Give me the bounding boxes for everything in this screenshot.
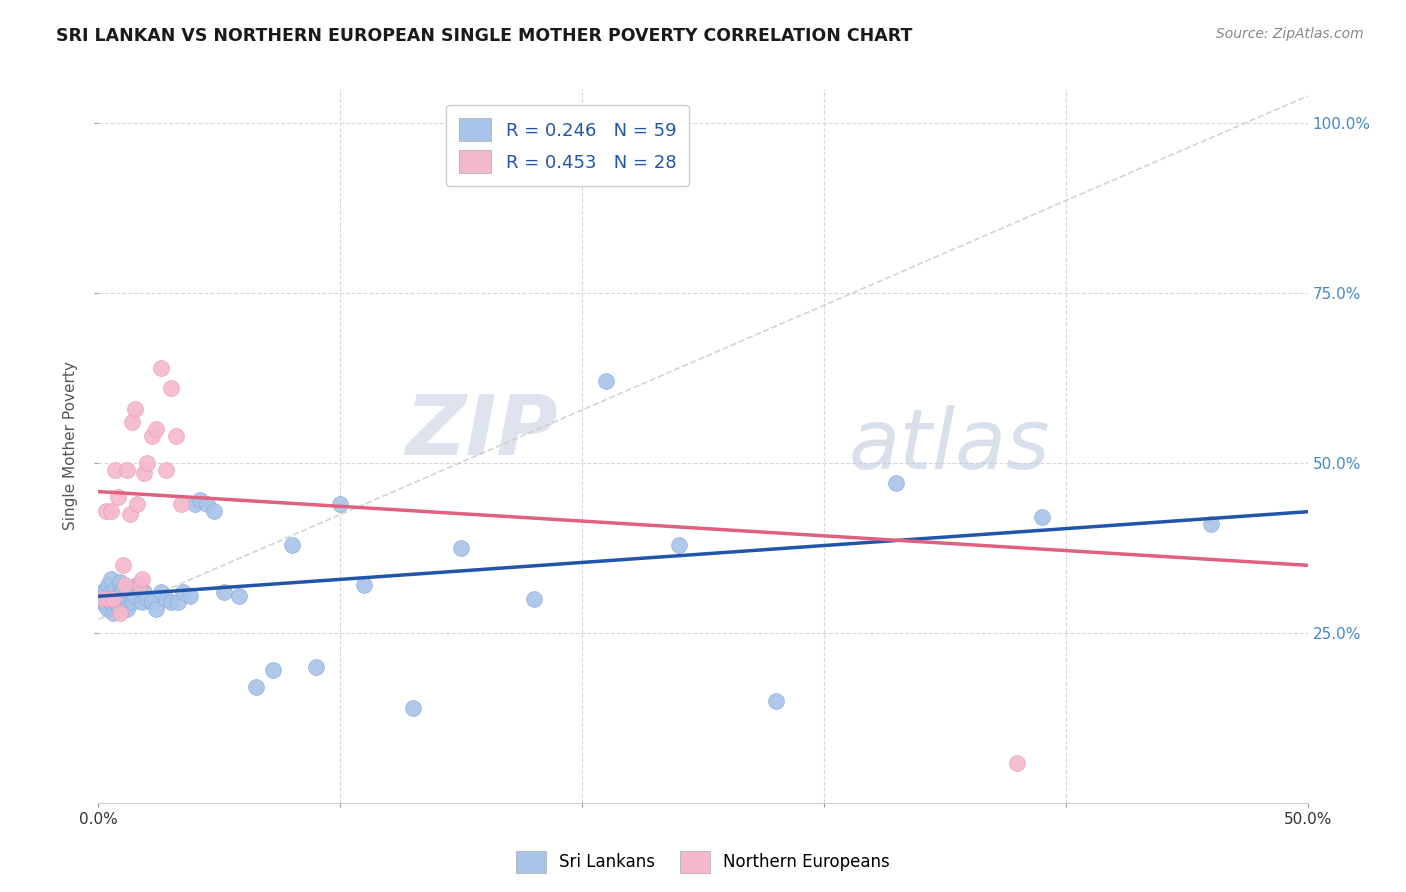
Text: atlas: atlas [848, 406, 1050, 486]
Point [124, 589, 146, 603]
Point [245, 680, 267, 694]
Point [212, 585, 235, 599]
Point [117, 463, 139, 477]
Point [90, 589, 112, 603]
Point [179, 589, 201, 603]
Point [100, 572, 122, 586]
Point [450, 541, 472, 555]
Point [117, 602, 139, 616]
Point [91, 585, 114, 599]
Point [94, 582, 117, 596]
Point [155, 463, 177, 477]
Point [118, 507, 141, 521]
Point [100, 503, 122, 517]
Point [111, 595, 134, 609]
Point [523, 591, 546, 606]
Point [104, 595, 127, 609]
Point [150, 585, 173, 599]
Point [100, 585, 122, 599]
Text: SRI LANKAN VS NORTHERN EUROPEAN SINGLE MOTHER POVERTY CORRELATION CHART: SRI LANKAN VS NORTHERN EUROPEAN SINGLE M… [56, 27, 912, 45]
Point [195, 497, 218, 511]
Point [131, 595, 153, 609]
Point [668, 537, 690, 551]
Point [91, 591, 114, 606]
Point [1199, 517, 1222, 532]
Point [111, 558, 134, 572]
Point [91, 595, 114, 609]
Point [160, 381, 183, 395]
Point [114, 591, 136, 606]
Point [127, 578, 149, 592]
Point [94, 599, 117, 613]
Point [305, 660, 328, 674]
Point [127, 497, 149, 511]
Text: Source: ZipAtlas.com: Source: ZipAtlas.com [1216, 27, 1364, 41]
Y-axis label: Single Mother Poverty: Single Mother Poverty [63, 361, 79, 531]
Point [134, 585, 156, 599]
Point [107, 589, 129, 603]
Point [121, 415, 143, 429]
Point [107, 599, 129, 613]
Point [94, 503, 117, 517]
Point [165, 429, 187, 443]
Point [101, 591, 124, 606]
Point [135, 591, 157, 606]
Point [101, 591, 124, 606]
Point [135, 456, 157, 470]
Point [97, 602, 120, 616]
Point [167, 595, 190, 609]
Legend: Sri Lankans, Northern Europeans: Sri Lankans, Northern Europeans [509, 845, 897, 880]
Point [765, 694, 787, 708]
Text: ZIP: ZIP [405, 392, 558, 472]
Point [228, 589, 250, 603]
Point [188, 493, 211, 508]
Point [160, 595, 183, 609]
Point [101, 606, 124, 620]
Point [114, 578, 136, 592]
Point [107, 490, 129, 504]
Point [329, 497, 352, 511]
Point [204, 503, 226, 517]
Point [108, 574, 131, 589]
Point [104, 463, 127, 477]
Point [155, 591, 177, 606]
Point [124, 401, 146, 416]
Point [97, 578, 120, 592]
Point [281, 537, 304, 551]
Point [571, 144, 593, 158]
Point [1031, 510, 1053, 524]
Point [118, 585, 141, 599]
Point [145, 422, 167, 436]
Point [150, 360, 173, 375]
Point [108, 606, 131, 620]
Point [100, 595, 122, 609]
Point [131, 572, 153, 586]
Point [111, 582, 134, 596]
Point [886, 476, 908, 491]
Point [172, 585, 194, 599]
Point [97, 591, 120, 606]
Point [184, 497, 207, 511]
Point [262, 663, 284, 677]
Point [1007, 756, 1029, 771]
Point [128, 578, 150, 592]
Point [141, 429, 163, 443]
Point [141, 595, 163, 609]
Point [104, 582, 127, 596]
Point [134, 466, 156, 480]
Point [169, 497, 191, 511]
Point [121, 595, 143, 609]
Point [353, 578, 375, 592]
Legend: R = 0.246   N = 59, R = 0.453   N = 28: R = 0.246 N = 59, R = 0.453 N = 28 [446, 105, 689, 186]
Point [595, 375, 617, 389]
Point [108, 585, 131, 599]
Point [97, 591, 120, 606]
Point [402, 700, 425, 714]
Point [145, 602, 167, 616]
